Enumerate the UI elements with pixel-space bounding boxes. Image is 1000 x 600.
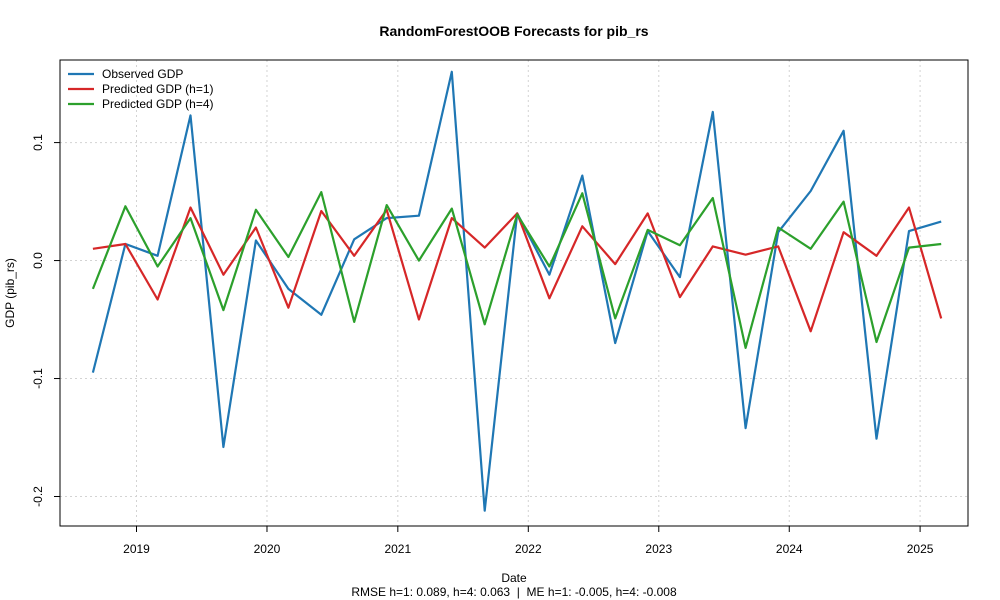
legend-label: Predicted GDP (h=4)	[102, 97, 214, 111]
x-tick-label: 2021	[384, 542, 411, 556]
series-line-2	[92, 206, 943, 333]
x-axis-label: Date	[501, 571, 527, 585]
metrics-footer: RMSE h=1: 0.089, h=4: 0.063 | ME h=1: -0…	[351, 585, 677, 599]
legend-label: Predicted GDP (h=1)	[102, 82, 214, 96]
series-line-3	[91, 191, 942, 349]
y-tick-label: 0.1	[31, 134, 45, 151]
y-tick-label: 0.0	[31, 252, 45, 269]
x-tick-label: 2022	[515, 542, 542, 556]
x-tick-label: 2023	[645, 542, 672, 556]
x-axis: 2019 2020 2021 2022 2023 2024 2025	[123, 526, 934, 556]
y-tick-label: -0.2	[31, 486, 45, 507]
y-axis: -0.2 -0.1 0.0 0.1	[31, 134, 60, 507]
x-tick-label: 2025	[907, 542, 934, 556]
x-tick-label: 2020	[254, 542, 281, 556]
plot-frame	[59, 59, 969, 527]
x-tick-label: 2024	[776, 542, 803, 556]
series-layer	[91, 70, 943, 512]
y-tick-label: -0.1	[31, 368, 45, 389]
legend-label: Observed GDP	[102, 67, 183, 81]
series-line-1	[91, 70, 942, 512]
grid	[60, 60, 968, 526]
chart-title: RandomForestOOB Forecasts for pib_rs	[379, 23, 648, 39]
y-axis-label: GDP (pib_rs)	[3, 258, 17, 328]
x-tick-label: 2019	[123, 542, 150, 556]
